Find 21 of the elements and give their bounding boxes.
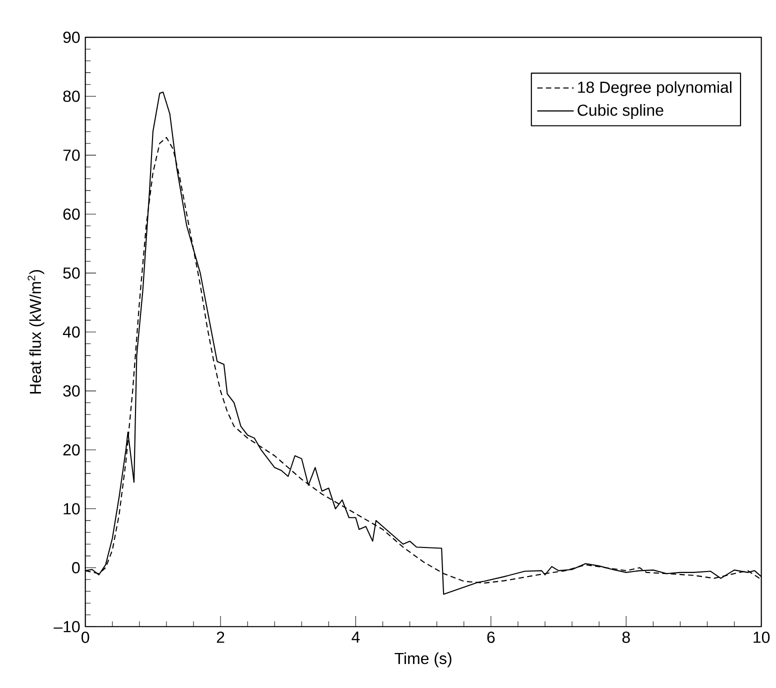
x-tick-label: 4 [352,632,360,643]
legend-label: 18 Degree polynomial [578,81,732,96]
x-tick-label: 2 [216,632,224,643]
x-tick-label: 6 [487,632,495,643]
y-tick-label: 70 [63,150,80,161]
x-tick-label: 0 [82,632,90,643]
legend-label: Cubic spline [578,104,664,120]
y-tick-label: 80 [63,90,80,102]
y-tick-label: 90 [63,32,80,43]
y-tick-label: 30 [63,385,80,397]
y-axis-title: Heat flux (kW/m$^{2}$) [28,270,44,394]
x-axis-title: Time (s) [394,652,452,668]
y-tick-label: 10 [64,503,80,514]
y-tick-label: 20 [63,444,80,456]
x-tick-label: 10 [754,632,770,643]
y-tick-label: 50 [63,267,80,279]
y-tick-label: 40 [62,326,80,338]
y-tick-label: 60 [63,208,80,220]
y-tick-label: –10 [54,620,80,632]
x-tick-label: 8 [622,632,630,643]
y-tick-label: 0 [72,562,80,574]
